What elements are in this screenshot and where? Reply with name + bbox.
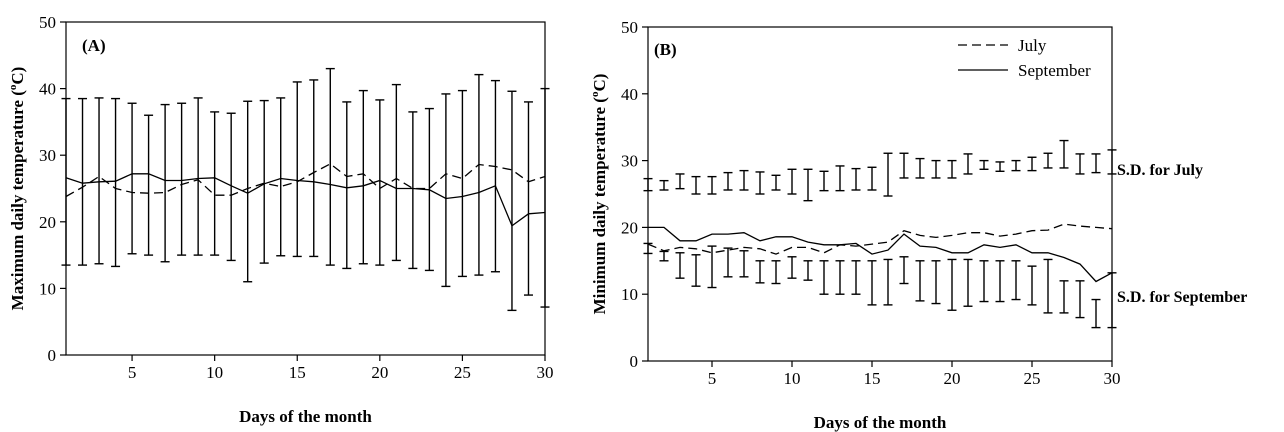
y-tick-label: 20 (39, 213, 56, 232)
x-tick-label: 5 (128, 363, 137, 382)
y-axis-label: Maximum daily temperature (oC) (7, 67, 27, 311)
y-tick-label: 50 (621, 18, 638, 37)
x-tick-label: 15 (864, 369, 881, 388)
y-axis-label: Minimum daily temperature (oC) (589, 74, 609, 315)
y-tick-label: 20 (621, 218, 638, 237)
y-axis-label-text: Maximum daily temperature ( (8, 90, 27, 311)
plot-frame (647, 26, 1113, 362)
x-tick-label: 5 (708, 369, 717, 388)
x-tick-label: 20 (944, 369, 961, 388)
y-tick-label: 0 (48, 346, 57, 365)
x-tick-label: 30 (537, 363, 554, 382)
y-tick-label: 40 (621, 85, 638, 104)
y-tick-label: 10 (621, 285, 638, 304)
legend-label-september: September (1018, 61, 1091, 80)
y-axis-label-text: Minimum daily temperature ( (590, 97, 609, 315)
series-line-september (648, 226, 1113, 283)
chart-panel-a: 0 10 20 30 40 50 5 10 15 20 25 30 Days of the month M… (7, 13, 554, 426)
y-tick-label: 30 (39, 146, 56, 165)
x-tick-label: 30 (1104, 369, 1121, 388)
annotation-sd-july: S.D. for July (1117, 162, 1203, 179)
series-line-solid (65, 173, 546, 227)
x-tick-label: 25 (1024, 369, 1041, 388)
x-tick-label: 20 (371, 363, 388, 382)
x-tick-label: 15 (289, 363, 306, 382)
y-axis-label-unit: C) (590, 74, 609, 92)
y-tick-label: 30 (621, 152, 638, 171)
x-axis-label: Days of the month (239, 407, 372, 426)
plot-frame (65, 21, 546, 356)
y-axis-label-degree: o (7, 84, 19, 90)
y-tick-label: 10 (39, 279, 56, 298)
y-tick-label: 0 (630, 352, 639, 371)
y-tick-label: 50 (39, 13, 56, 32)
x-tick-label: 10 (206, 363, 223, 382)
x-axis-label: Days of the month (814, 413, 947, 432)
panel-label: (A) (82, 36, 106, 55)
x-tick-label: 25 (454, 363, 471, 382)
y-axis-label-degree: o (589, 91, 601, 97)
chart-panel-b: 0 10 20 30 40 50 5 10 15 20 25 30 Days of the month M… (589, 18, 1247, 432)
annotation-sd-september: S.D. for September (1117, 289, 1247, 306)
x-tick-label: 10 (784, 369, 801, 388)
series-line-dashed (65, 163, 546, 198)
panel-label: (B) (654, 40, 677, 59)
y-axis-label-unit: C) (8, 67, 27, 85)
series-line-july (647, 223, 1113, 255)
legend-label-july: July (1018, 36, 1047, 55)
y-tick-label: 40 (39, 80, 56, 99)
